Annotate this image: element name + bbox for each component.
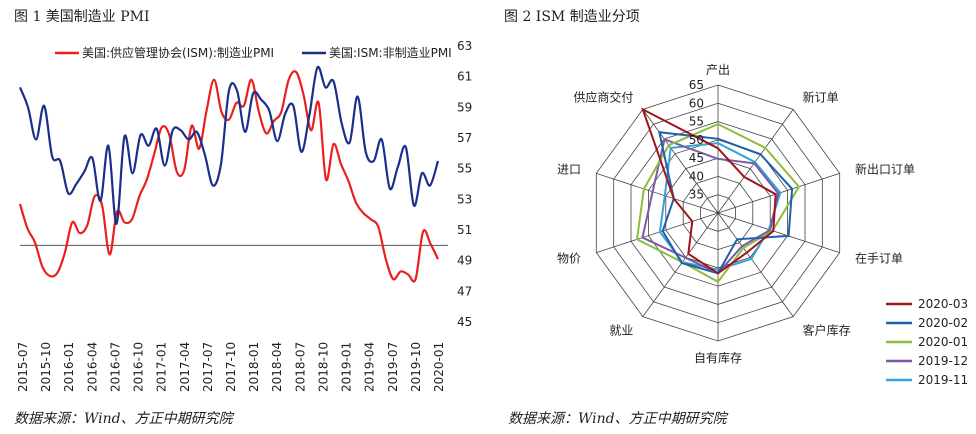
radar-tick-label: 60	[689, 96, 704, 110]
legend-label: 2019-12	[918, 354, 968, 368]
x-tick-label: 2017-04	[178, 342, 192, 392]
radar-axis-label: 物价	[557, 252, 581, 266]
x-tick-label: 2018-04	[270, 342, 284, 392]
x-tick-label: 2016-07	[108, 342, 122, 392]
radar-spoke	[717, 212, 794, 317]
y-tick-label: 45	[457, 315, 472, 329]
y-tick-label: 53	[457, 192, 472, 206]
radar-axis-label: 就业	[609, 324, 633, 338]
series-line-0	[18, 70, 439, 283]
radar-spoke	[596, 173, 719, 214]
x-tick-label: 2016-01	[62, 342, 76, 392]
radar-axis-label: 进口	[557, 163, 581, 177]
pmi-line-chart: 45 47 49 51 53 55 57 59 61 63 2015-07 2015-10 2016-…	[16, 39, 472, 392]
radar-spoke	[642, 212, 719, 317]
radar-axis-label: 产出	[706, 63, 730, 77]
radar-axis-label: 客户库存	[803, 323, 851, 338]
radar-spoke	[717, 212, 840, 253]
radar-tick-label: 65	[689, 78, 704, 92]
legend-label: 2019-11	[918, 373, 968, 387]
x-tick-label: 2015-10	[39, 342, 53, 392]
radar-series-2020-01	[635, 122, 801, 284]
y-tick-label: 49	[457, 254, 472, 268]
series-line-1	[18, 65, 440, 226]
radar-axis-label: 供应商交付	[573, 90, 633, 105]
radar-axis-label: 自有库存	[694, 350, 742, 365]
legend-label: 美国:ISM:非制造业PMI	[329, 46, 452, 60]
x-tick-label: 2019-01	[340, 342, 354, 392]
fig1-source: 数据来源：Wind、方正中期研究院	[14, 411, 233, 427]
x-tick-label: 2016-04	[85, 342, 99, 392]
radar-spoke	[717, 109, 794, 214]
legend-label: 2020-02	[918, 316, 968, 330]
y-tick-label: 63	[457, 39, 472, 53]
radar-spoke	[596, 212, 719, 253]
x-tick-label: 2019-04	[363, 342, 377, 392]
radar-spoke	[642, 109, 719, 214]
legend-label: 美国:供应管理协会(ISM):制造业PMI	[82, 45, 274, 60]
x-tick-label: 2015-07	[16, 342, 30, 392]
y-tick-label: 59	[457, 100, 472, 114]
y-tick-label: 57	[457, 131, 472, 145]
x-tick-label: 2018-10	[316, 342, 330, 392]
x-tick-label: 2018-07	[293, 342, 307, 392]
x-tick-label: 2017-07	[201, 342, 215, 392]
y-tick-label: 47	[457, 284, 472, 298]
radar-axis-label: 新出口订单	[855, 162, 915, 177]
radar-series-2020-03	[641, 107, 777, 275]
x-tick-label: 2020-01	[432, 342, 446, 392]
y-tick-label: 61	[457, 70, 472, 84]
radar-axis-label: 在手订单	[855, 252, 903, 266]
fig2-source: 数据来源：Wind、方正中期研究院	[508, 411, 727, 427]
x-tick-label: 2018-01	[247, 342, 261, 392]
y-tick-label: 51	[457, 223, 472, 237]
fig1-title: 图 1 美国制造业 PMI	[14, 9, 150, 25]
radar-tick-label: 55	[689, 115, 704, 129]
radar-series-2019-11	[658, 142, 782, 271]
x-tick-label: 2019-07	[386, 342, 400, 392]
radar-tick-label: 50	[689, 133, 704, 147]
x-tick-label: 2017-01	[155, 342, 169, 392]
x-tick-label: 2019-10	[409, 342, 423, 392]
fig2-title: 图 2 ISM 制造业分项	[504, 9, 640, 25]
x-tick-label: 2016-10	[132, 342, 146, 392]
radar-tick-label: 35	[689, 188, 704, 202]
x-tick-label: 2017-10	[224, 342, 238, 392]
radar-axis-label: 新订单	[803, 90, 839, 105]
radar-tick-label: 40	[689, 169, 704, 183]
legend-label: 2020-03	[918, 297, 968, 311]
radar-tick-label: 45	[689, 151, 704, 165]
legend-label: 2020-01	[918, 335, 968, 349]
y-tick-label: 55	[457, 162, 472, 176]
